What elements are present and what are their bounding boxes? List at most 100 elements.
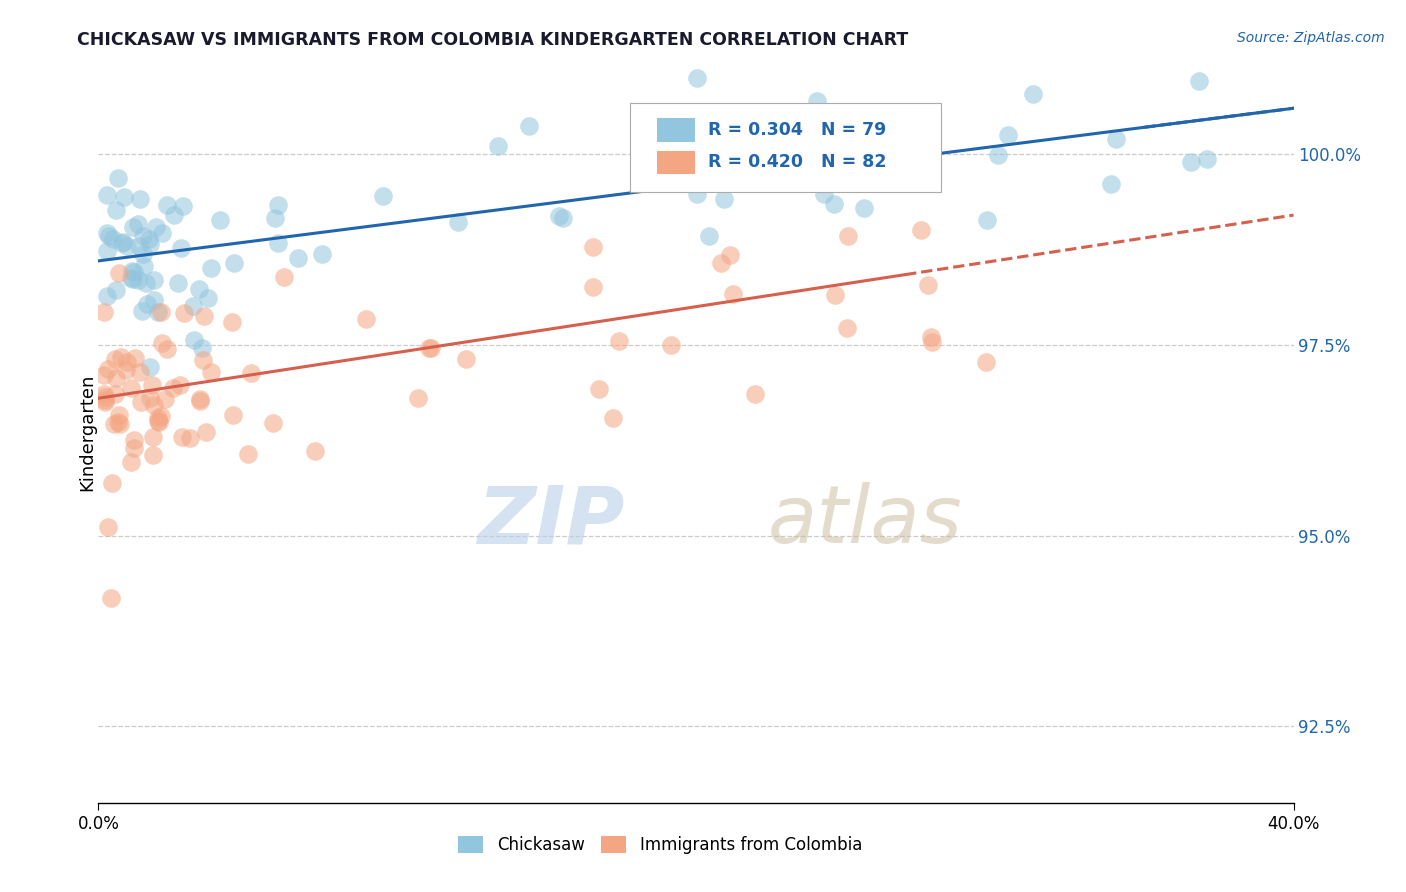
Point bbox=[112, 190, 135, 204]
Point bbox=[304, 443, 326, 458]
Point bbox=[132, 246, 155, 260]
Point bbox=[718, 248, 741, 262]
Point bbox=[145, 220, 167, 235]
Point bbox=[713, 193, 735, 207]
Point bbox=[420, 341, 443, 355]
Text: Source: ZipAtlas.com: Source: ZipAtlas.com bbox=[1237, 31, 1385, 45]
Point bbox=[193, 309, 215, 323]
Point bbox=[195, 425, 218, 440]
Point bbox=[173, 306, 195, 320]
Point bbox=[122, 434, 145, 448]
Point bbox=[135, 297, 157, 311]
Point bbox=[264, 211, 287, 226]
Point bbox=[128, 239, 150, 253]
Point bbox=[837, 228, 859, 243]
Point bbox=[921, 330, 943, 344]
Point bbox=[138, 231, 160, 245]
Point bbox=[172, 199, 194, 213]
Point bbox=[200, 260, 222, 275]
Point bbox=[588, 382, 610, 396]
Point bbox=[93, 305, 115, 319]
Point bbox=[120, 271, 142, 285]
Point bbox=[149, 409, 172, 424]
Point bbox=[582, 240, 605, 254]
Point bbox=[100, 591, 122, 606]
Point bbox=[486, 138, 509, 153]
Point bbox=[976, 212, 998, 227]
Point bbox=[987, 148, 1010, 162]
Point bbox=[131, 304, 153, 318]
Point bbox=[142, 398, 165, 412]
Point bbox=[710, 255, 733, 269]
Point bbox=[1180, 154, 1202, 169]
Point bbox=[122, 220, 145, 235]
Point bbox=[183, 333, 205, 347]
Point bbox=[602, 411, 624, 425]
Point bbox=[267, 235, 290, 250]
Point bbox=[373, 189, 395, 203]
Point bbox=[111, 235, 134, 249]
Point bbox=[141, 430, 163, 444]
Point bbox=[287, 252, 309, 266]
Point bbox=[997, 128, 1019, 142]
Text: R = 0.420   N = 82: R = 0.420 N = 82 bbox=[709, 153, 886, 171]
Point bbox=[162, 380, 184, 394]
Point bbox=[813, 186, 835, 201]
Point bbox=[191, 341, 214, 355]
Point bbox=[240, 366, 263, 380]
Point bbox=[127, 272, 149, 286]
Point bbox=[150, 305, 173, 319]
Point bbox=[105, 371, 128, 385]
Point bbox=[162, 208, 184, 222]
Point bbox=[142, 448, 165, 462]
Point bbox=[311, 246, 333, 260]
Point bbox=[96, 289, 118, 303]
Text: R = 0.304   N = 79: R = 0.304 N = 79 bbox=[709, 120, 886, 139]
Point bbox=[141, 378, 163, 392]
Point bbox=[169, 377, 191, 392]
Point bbox=[697, 228, 720, 243]
Point bbox=[917, 277, 939, 292]
Point bbox=[132, 229, 155, 244]
Point bbox=[124, 351, 146, 366]
Text: ZIP: ZIP bbox=[477, 483, 624, 560]
Point bbox=[104, 203, 127, 218]
Point bbox=[910, 223, 932, 237]
Point bbox=[103, 231, 125, 245]
Point bbox=[1105, 132, 1128, 146]
Point bbox=[1022, 87, 1045, 101]
Point bbox=[96, 227, 118, 241]
Point bbox=[447, 215, 470, 229]
Point bbox=[582, 280, 605, 294]
Point bbox=[115, 363, 138, 377]
Text: CHICKASAW VS IMMIGRANTS FROM COLOMBIA KINDERGARTEN CORRELATION CHART: CHICKASAW VS IMMIGRANTS FROM COLOMBIA KI… bbox=[77, 31, 908, 49]
Point bbox=[139, 360, 162, 375]
Point bbox=[153, 392, 176, 407]
Point bbox=[156, 342, 179, 356]
Point bbox=[607, 334, 630, 348]
Bar bbox=[657, 151, 695, 174]
Point bbox=[170, 241, 193, 255]
Point bbox=[266, 197, 288, 211]
Point bbox=[262, 416, 284, 430]
Point bbox=[96, 188, 118, 202]
Legend: Chickasaw, Immigrants from Colombia: Chickasaw, Immigrants from Colombia bbox=[451, 830, 869, 861]
Point bbox=[628, 143, 651, 157]
Point bbox=[150, 226, 173, 240]
Point bbox=[197, 291, 219, 305]
Point bbox=[209, 213, 232, 227]
Point bbox=[238, 447, 260, 461]
Point bbox=[93, 390, 115, 404]
Point bbox=[107, 170, 129, 185]
Point bbox=[107, 409, 129, 423]
Point bbox=[193, 352, 215, 367]
Point bbox=[418, 341, 440, 355]
Point bbox=[120, 455, 142, 469]
Point bbox=[1188, 74, 1211, 88]
Point bbox=[97, 520, 120, 534]
Point bbox=[553, 211, 575, 226]
Point bbox=[837, 321, 859, 335]
Point bbox=[93, 387, 115, 401]
Point bbox=[824, 288, 846, 302]
Point bbox=[686, 70, 709, 85]
